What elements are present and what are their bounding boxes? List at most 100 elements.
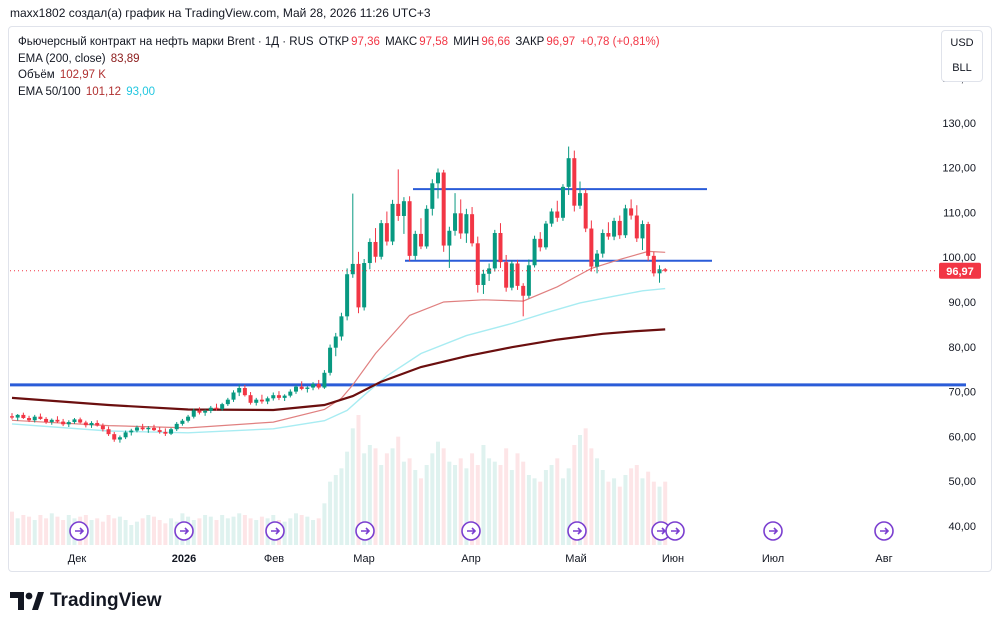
candle-body [225, 399, 230, 405]
candle-body [288, 391, 293, 396]
volume-bar [350, 428, 355, 545]
candle-body [49, 419, 54, 423]
candle-body [407, 201, 412, 256]
volume-bar [430, 453, 435, 545]
candle-body [10, 416, 14, 418]
volume-bar [583, 428, 588, 545]
volume-bar [294, 513, 298, 545]
economic-event-icon[interactable] [265, 521, 285, 541]
candle-body [259, 399, 264, 402]
unit-bll-button[interactable]: BLL [952, 62, 972, 74]
volume-value: 102,97 K [59, 69, 106, 81]
high-value: 97,58 [419, 36, 448, 48]
volume-bar [487, 458, 492, 545]
candle-body [27, 418, 32, 421]
volume-bar [629, 468, 634, 545]
legend-volume-row[interactable]: Объём 102,97 K [18, 67, 662, 84]
volume-bar [401, 461, 406, 545]
candle-body [134, 427, 139, 431]
candle-body [418, 233, 423, 247]
volume-bar [447, 461, 452, 545]
x-tick-label: Июл [762, 553, 784, 565]
volume-bar [373, 448, 378, 545]
economic-event-icon[interactable] [567, 521, 587, 541]
candle-body [509, 263, 514, 288]
candle-body [515, 263, 520, 286]
volume-bar [225, 518, 230, 545]
candle-body [487, 268, 492, 274]
x-tick-label: 2026 [172, 553, 196, 565]
candle-body [634, 215, 639, 239]
candle-body [498, 233, 503, 263]
legend-ema200-row[interactable]: EMA (200, close) 83,89 [18, 51, 662, 68]
volume-bar [328, 481, 333, 545]
volume-bar [61, 520, 66, 545]
volume-bar [379, 465, 384, 545]
candle-body [271, 395, 276, 399]
economic-event-icon[interactable] [461, 521, 481, 541]
candle-body [560, 186, 565, 218]
candle-body [379, 223, 384, 257]
candle-body [83, 422, 88, 426]
candle-body [180, 420, 185, 424]
volume-bar [38, 515, 43, 545]
tradingview-logo[interactable]: TradingView [10, 590, 162, 612]
legend-title[interactable]: Фьючерсный контракт на нефть марки Brent… [18, 36, 314, 48]
economic-event-icon[interactable] [174, 521, 194, 541]
candle-body [299, 386, 304, 389]
currency-usd-button[interactable]: USD [950, 37, 974, 49]
volume-bar [549, 465, 554, 545]
candle-body [555, 211, 560, 218]
economic-event-icon[interactable] [69, 521, 89, 541]
candle-body [254, 399, 259, 403]
candle-body [208, 407, 213, 411]
volume-bar [339, 468, 344, 545]
volume-bar [578, 435, 582, 545]
volume-bar [663, 481, 668, 545]
candle-body [453, 213, 458, 231]
volume-bar [129, 525, 134, 545]
candle-body [220, 404, 225, 410]
volume-bar [356, 415, 361, 545]
economic-event-icon[interactable] [651, 521, 671, 541]
volume-bar [623, 475, 628, 545]
candle-body [657, 269, 662, 274]
candle-body [572, 158, 577, 206]
legend-symbol-row: Фьючерсный контракт на нефть марки Brent… [18, 34, 662, 51]
volume-bar [526, 475, 531, 545]
volume-bar [367, 445, 372, 545]
candle-body [424, 208, 429, 247]
candle-body [186, 416, 191, 421]
candle-body [578, 193, 582, 206]
volume-bar [322, 503, 327, 545]
candle-body [566, 158, 571, 187]
volume-bar [345, 451, 350, 545]
price-scale-buttons: USD BLL [941, 30, 983, 82]
candle-body [100, 425, 105, 430]
volume-bar [464, 468, 469, 545]
volume-bar [612, 478, 617, 545]
volume-bar [242, 515, 247, 545]
economic-event-icon[interactable] [665, 521, 685, 541]
candle-body [44, 418, 49, 423]
candle-body [152, 427, 156, 431]
y-tick-label: 130,00 [942, 118, 976, 130]
candle-body [248, 395, 253, 403]
candle-body [538, 238, 543, 248]
candle-body [640, 224, 645, 239]
open-value: 97,36 [351, 36, 380, 48]
candle-body [447, 230, 452, 246]
economic-event-icon[interactable] [355, 521, 375, 541]
candle-body [231, 392, 236, 400]
volume-bar [157, 520, 162, 545]
volume-bar [362, 453, 367, 545]
economic-event-icon[interactable] [874, 521, 894, 541]
economic-event-icon[interactable] [763, 521, 783, 541]
volume-bar [220, 515, 225, 545]
candle-body [129, 430, 134, 433]
candle-body [311, 383, 316, 388]
volume-bar [333, 475, 338, 545]
volume-bar [509, 470, 514, 545]
legend-ema-50-100-row[interactable]: EMA 50/100 101,12 93,00 [18, 84, 662, 101]
